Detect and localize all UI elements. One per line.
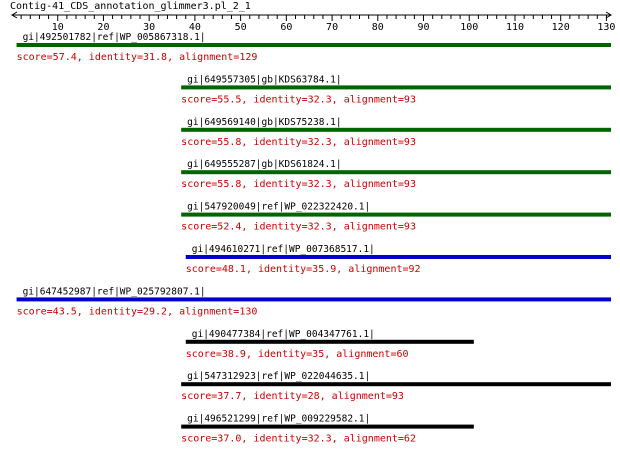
hit-list: gi|492501782|ref|WP_005867318.1| score=57… — [16, 32, 612, 445]
scale-axis: 10 20 30 40 50 60 70 80 90 100 110 120 130 — [11, 11, 615, 33]
hit-row: gi|492501782|ref|WP_005867318.1| score=57… — [16, 32, 612, 63]
hit-score-text: score=55.5, identity=32.3, alignment=93 — [181, 94, 416, 105]
hit-score-text: score=48.1, identity=35.9, alignment=92 — [186, 264, 421, 275]
hit-row: gi|547920049|ref|WP_022322420.1| score=52… — [181, 202, 611, 233]
hit-row: gi|490477384|ref|WP_004347761.1| score=38… — [185, 329, 474, 360]
hit-id-label: gi|496521299|ref|WP_009229582.1| — [187, 414, 370, 425]
hit-score-text: score=43.5, identity=29.2, alignment=130 — [17, 306, 258, 317]
hit-row: gi|647452987|ref|WP_025792807.1| score=43… — [16, 286, 612, 317]
hit-row: gi|649569140|gb|KDS75238.1| score=55.8, i… — [181, 117, 611, 148]
axis-tick-label: 60 — [280, 22, 292, 33]
hit-score-text: score=57.4, identity=31.8, alignment=129 — [17, 52, 258, 63]
hit-id-label: gi|649557305|gb|KDS63784.1| — [187, 74, 341, 85]
axis-tick-label: 110 — [506, 22, 524, 33]
hit-alignment-bar — [16, 297, 612, 302]
hit-alignment-bar — [185, 339, 474, 344]
hit-row: gi|649557305|gb|KDS63784.1| score=55.5, i… — [181, 74, 611, 105]
hit-alignment-bar — [185, 255, 611, 259]
axis-tick-label: 120 — [552, 22, 570, 33]
hit-score-text: score=37.0, identity=32.3, alignment=62 — [181, 434, 416, 445]
axis-left-arrow — [11, 11, 18, 19]
hit-alignment-bar — [181, 424, 474, 429]
axis-tick-label: 20 — [97, 22, 109, 33]
hit-id-label: gi|492501782|ref|WP_005867318.1| — [23, 32, 206, 43]
hit-alignment-bar — [181, 382, 611, 387]
axis-tick-label: 80 — [372, 22, 384, 33]
hit-row: gi|547312923|ref|WP_022044635.1| score=37… — [181, 371, 611, 402]
hit-score-text: score=55.8, identity=32.3, alignment=93 — [181, 137, 416, 148]
hit-score-text: score=37.7, identity=28, alignment=93 — [181, 391, 404, 402]
axis-tick-label: 50 — [235, 22, 247, 33]
hit-id-label: gi|547312923|ref|WP_022044635.1| — [187, 371, 370, 382]
hit-score-text: score=55.8, identity=32.3, alignment=93 — [181, 179, 416, 190]
hit-id-label: gi|490477384|ref|WP_004347761.1| — [192, 329, 375, 340]
hit-id-label: gi|649555287|gb|KDS61824.1| — [187, 159, 341, 170]
hit-id-label: gi|494610271|ref|WP_007368517.1| — [192, 244, 375, 255]
axis-tick-label: 30 — [143, 22, 155, 33]
hit-alignment-bar — [181, 85, 611, 90]
hit-score-text: score=38.9, identity=35, alignment=60 — [186, 349, 409, 360]
hit-id-label: gi|647452987|ref|WP_025792807.1| — [23, 286, 206, 297]
hit-score-text: score=52.4, identity=32.3, alignment=93 — [181, 222, 416, 233]
hit-id-label: gi|547920049|ref|WP_022322420.1| — [187, 202, 370, 213]
axis-tick-label: 40 — [189, 22, 201, 33]
hit-alignment-bar — [16, 43, 612, 47]
axis-tick-label: 70 — [326, 22, 338, 33]
axis-tick-label: 130 — [597, 22, 615, 33]
hit-row: gi|494610271|ref|WP_007368517.1| score=48… — [185, 244, 611, 275]
axis-tick-label: 100 — [460, 22, 478, 33]
hit-row: gi|649555287|gb|KDS61824.1| score=55.8, i… — [181, 159, 611, 190]
axis-tick-label: 90 — [418, 22, 430, 33]
hit-alignment-bar — [181, 212, 611, 217]
hit-id-label: gi|649569140|gb|KDS75238.1| — [187, 117, 341, 128]
hit-alignment-bar — [181, 127, 611, 132]
axis-right-arrow — [605, 11, 612, 19]
axis-tick-label: 10 — [52, 22, 64, 33]
hit-row: gi|496521299|ref|WP_009229582.1| score=37… — [181, 414, 474, 445]
hit-alignment-bar — [181, 170, 611, 175]
contig-title: Contig-41_CDS_annotation_glimmer3.pl_2_1 — [10, 1, 251, 12]
